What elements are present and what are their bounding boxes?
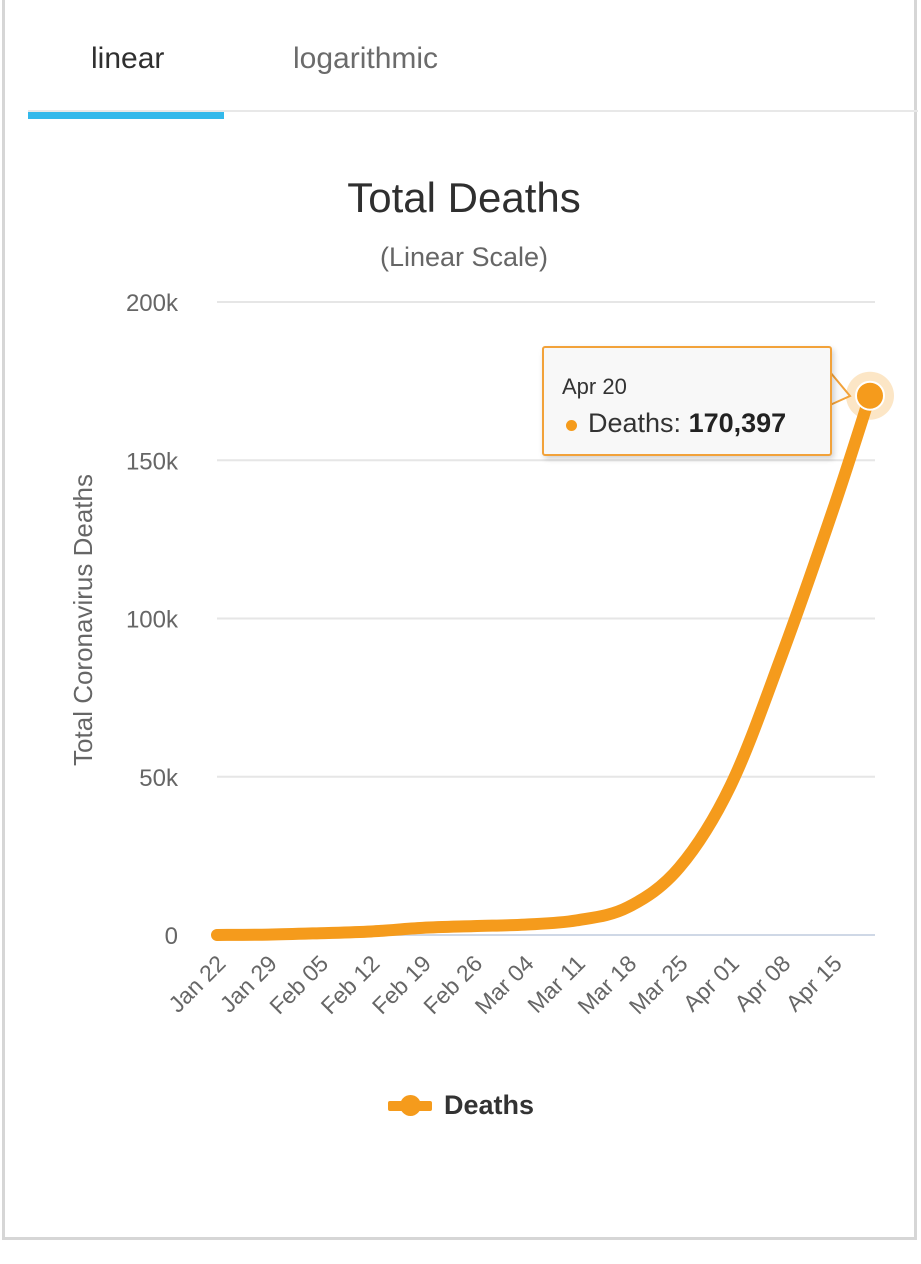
series-line-deaths bbox=[211, 389, 876, 941]
y-tick-label: 200k bbox=[126, 290, 179, 317]
highlight-point[interactable] bbox=[855, 380, 885, 411]
x-tick-label: Apr 08 bbox=[729, 950, 795, 1016]
y-tick-label: 0 bbox=[165, 923, 178, 950]
x-tick-label: Apr 01 bbox=[678, 950, 744, 1016]
gridlines bbox=[217, 301, 875, 936]
x-tick-label: Mar 04 bbox=[470, 950, 539, 1019]
tab-logarithmic[interactable]: logarithmic bbox=[293, 42, 439, 75]
legend-marker-icon bbox=[400, 1095, 421, 1116]
y-axis-ticks: 0 50k 100k 150k 200k bbox=[126, 290, 179, 950]
x-tick-label: Mar 25 bbox=[624, 950, 693, 1019]
tooltip-date: Apr 20 bbox=[562, 374, 627, 399]
x-tick-label: Apr 15 bbox=[781, 950, 847, 1016]
series-deaths bbox=[211, 369, 894, 941]
tooltip-value: 170,397 bbox=[688, 408, 787, 438]
chart-subtitle: (Linear Scale) bbox=[380, 242, 548, 272]
x-tick-label: Jan 22 bbox=[163, 950, 230, 1017]
legend-label: Deaths bbox=[444, 1090, 535, 1120]
y-tick-label: 150k bbox=[126, 448, 179, 475]
y-tick-label: 50k bbox=[139, 765, 179, 792]
chart-title: Total Deaths bbox=[347, 174, 580, 221]
tabs-divider bbox=[28, 110, 918, 112]
y-axis-title: Total Coronavirus Deaths bbox=[68, 474, 98, 766]
data-tooltip: Apr 20 Deaths: 170,397 bbox=[542, 346, 832, 456]
y-tick-label: 100k bbox=[126, 607, 179, 634]
tooltip-series-text: Deaths: 170,397 bbox=[588, 408, 786, 439]
active-tab-indicator bbox=[28, 112, 224, 119]
tab-linear[interactable]: linear bbox=[91, 42, 165, 75]
tooltip-series-dot bbox=[566, 420, 577, 431]
tooltip-series-label: Deaths: bbox=[588, 408, 689, 438]
chart-card bbox=[2, 0, 917, 1240]
scale-tabs: linear logarithmic bbox=[28, 0, 918, 119]
